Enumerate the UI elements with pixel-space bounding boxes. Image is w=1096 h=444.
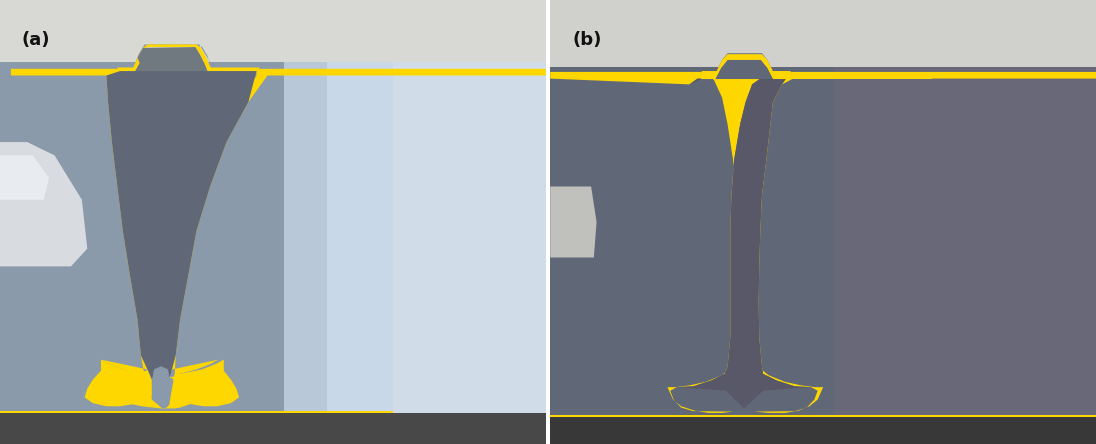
Polygon shape	[677, 76, 811, 408]
Polygon shape	[550, 0, 1096, 67]
Polygon shape	[0, 411, 546, 413]
Polygon shape	[117, 44, 260, 69]
Polygon shape	[0, 142, 88, 266]
Polygon shape	[11, 69, 546, 408]
Polygon shape	[106, 71, 256, 406]
Polygon shape	[284, 62, 546, 413]
Polygon shape	[328, 62, 546, 413]
Polygon shape	[550, 67, 1096, 417]
Text: (b): (b)	[572, 31, 602, 49]
Polygon shape	[393, 62, 546, 413]
Polygon shape	[0, 155, 49, 200]
Polygon shape	[699, 54, 795, 79]
Polygon shape	[172, 360, 239, 406]
Polygon shape	[136, 47, 207, 71]
Polygon shape	[117, 44, 260, 71]
Polygon shape	[0, 0, 546, 62]
Polygon shape	[550, 186, 596, 258]
Polygon shape	[834, 67, 1096, 417]
Polygon shape	[550, 417, 1096, 444]
Text: (a): (a)	[22, 31, 50, 49]
Polygon shape	[700, 53, 794, 76]
Polygon shape	[550, 415, 1096, 417]
Polygon shape	[84, 360, 151, 406]
Polygon shape	[716, 60, 773, 79]
Polygon shape	[0, 413, 546, 444]
Polygon shape	[151, 366, 173, 408]
Polygon shape	[788, 76, 933, 79]
Polygon shape	[0, 62, 284, 413]
Polygon shape	[550, 72, 1096, 413]
